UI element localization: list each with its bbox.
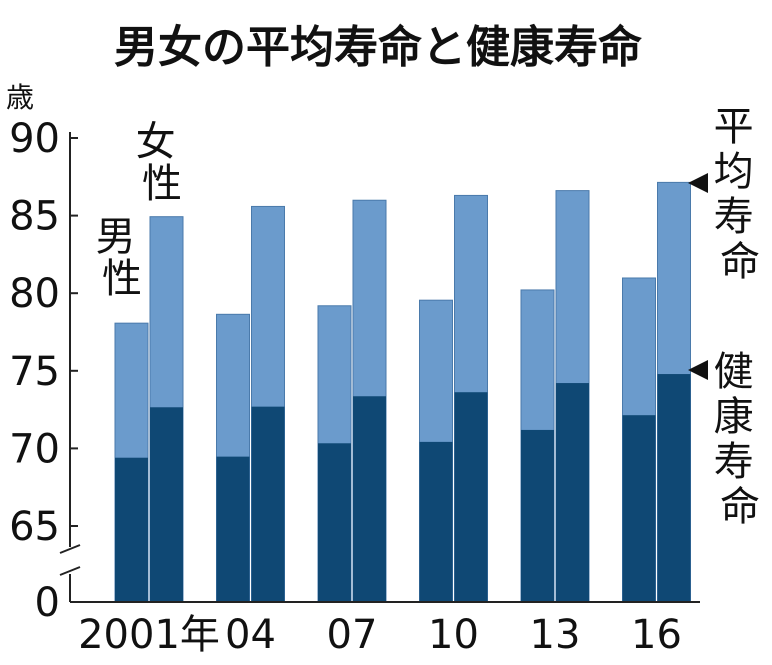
x-tick-label: 13 xyxy=(530,612,581,658)
legend-lifespan-char-4: 命 xyxy=(720,239,760,285)
chart-title: 男女の平均寿命と健康寿命 xyxy=(114,22,642,73)
y-tick-label: 75 xyxy=(9,349,60,395)
marker-healthy-arrow xyxy=(688,360,708,380)
label-female-char-2: 性 xyxy=(142,161,182,207)
axes xyxy=(59,132,700,603)
legend-lifespan-char-3: 寿 xyxy=(714,194,754,240)
y-ticks: 90 85 80 75 70 65 0 xyxy=(9,116,78,626)
bar-male-healthy xyxy=(115,457,148,602)
bar-female-healthy xyxy=(454,392,488,602)
y-tick-label: 65 xyxy=(9,504,60,550)
bar-male-healthy xyxy=(521,429,554,602)
y-tick-label: 0 xyxy=(35,580,60,626)
bar-male-healthy xyxy=(216,456,250,602)
legend-healthy-char-3: 寿 xyxy=(714,439,754,485)
label-male-char-1: 男 xyxy=(96,214,136,260)
bar-female-healthy xyxy=(353,396,386,602)
y-tick-label: 80 xyxy=(9,271,60,317)
bar-male-healthy xyxy=(622,415,656,602)
legend-lifespan-char-2: 均 xyxy=(714,149,754,195)
bar-female-healthy xyxy=(657,374,691,602)
bar-female-healthy xyxy=(556,383,589,602)
axis-break-mark-bottom xyxy=(59,566,81,576)
x-tick-label: 2001年 xyxy=(78,612,220,658)
x-ticks: 2001年 04 07 10 13 16 xyxy=(78,612,682,658)
marker-lifespan-arrow xyxy=(688,173,708,193)
label-male: 男 性 xyxy=(96,214,149,302)
bar-male-healthy xyxy=(419,441,453,602)
bars-group xyxy=(114,181,691,603)
label-male-char-2: 性 xyxy=(102,256,142,302)
legend-lifespan-char-1: 平 xyxy=(714,104,754,150)
y-axis-unit: 歳 xyxy=(6,81,34,114)
bar-female-healthy xyxy=(150,407,183,602)
y-tick-label: 70 xyxy=(9,426,60,472)
y-tick-label: 85 xyxy=(9,194,60,240)
bar-female-healthy xyxy=(251,406,285,602)
legend-healthy-char-2: 康 xyxy=(714,394,754,440)
label-female-char-1: 女 xyxy=(136,119,176,165)
y-tick-label: 90 xyxy=(9,116,60,162)
x-tick-label: 10 xyxy=(428,612,479,658)
label-female: 女 性 xyxy=(136,119,189,207)
legend-lifespan: 平 均 寿 命 xyxy=(714,104,767,285)
bar-male-healthy xyxy=(318,443,351,602)
x-tick-label: 16 xyxy=(631,612,682,658)
x-tick-label: 07 xyxy=(327,612,378,658)
legend-healthy-char-1: 健 xyxy=(714,349,754,395)
x-tick-label: 04 xyxy=(225,612,276,658)
axis-break-mark-top xyxy=(59,544,81,554)
legend-healthy-char-4: 命 xyxy=(720,484,760,530)
legend-healthy: 健 康 寿 命 xyxy=(714,349,767,530)
